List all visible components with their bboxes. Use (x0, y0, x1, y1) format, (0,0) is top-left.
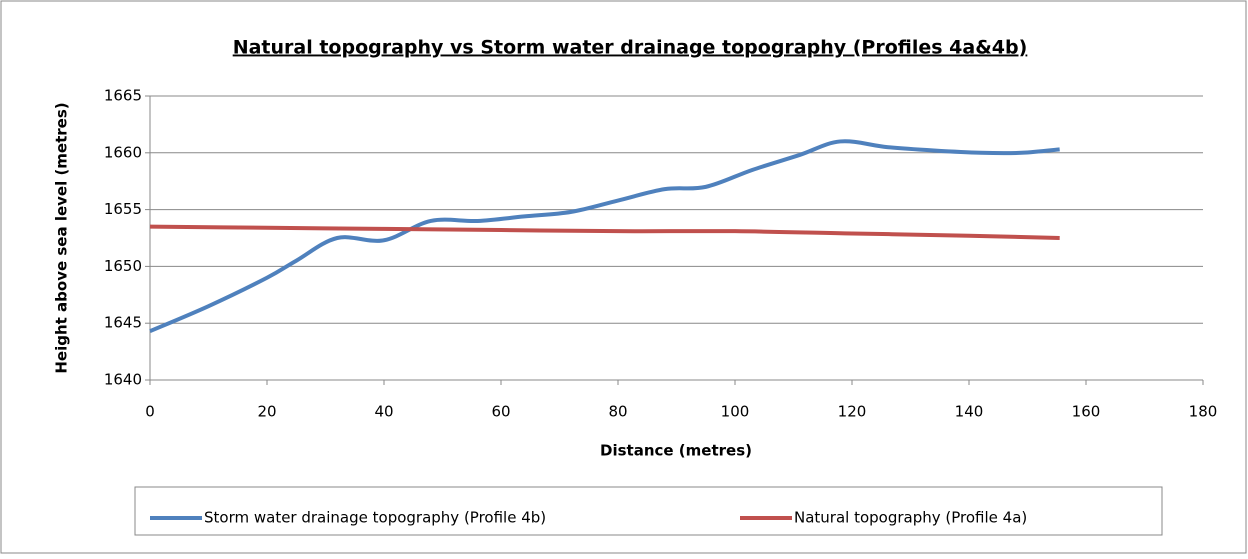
y-axis-label: Height above sea level (metres) (53, 102, 71, 373)
y-tick-label: 1650 (104, 257, 142, 275)
y-tick-label: 1645 (104, 314, 142, 332)
x-tick-label: 100 (721, 403, 750, 421)
legend-label: Natural topography (Profile 4a) (794, 509, 1027, 527)
x-tick-label: 120 (838, 403, 867, 421)
y-tick-label: 1640 (104, 371, 142, 389)
legend-label: Storm water drainage topography (Profile… (204, 509, 546, 527)
y-tick-label: 1655 (104, 200, 142, 218)
x-axis-label: Distance (metres) (600, 442, 752, 460)
x-tick-label: 60 (491, 403, 510, 421)
x-tick-label: 80 (608, 403, 627, 421)
x-tick-label: 0 (145, 403, 155, 421)
x-tick-label: 20 (257, 403, 276, 421)
x-tick-label: 40 (374, 403, 393, 421)
x-tick-label: 180 (1189, 403, 1218, 421)
x-tick-label: 140 (955, 403, 984, 421)
y-tick-label: 1665 (104, 87, 142, 105)
legend-box (134, 486, 1163, 536)
x-tick-label: 160 (1072, 403, 1101, 421)
line-series (149, 139, 1060, 333)
y-tick-label: 1660 (104, 143, 142, 161)
chart-title: Natural topography vs Storm water draina… (233, 37, 1028, 59)
line-series (149, 224, 1060, 240)
